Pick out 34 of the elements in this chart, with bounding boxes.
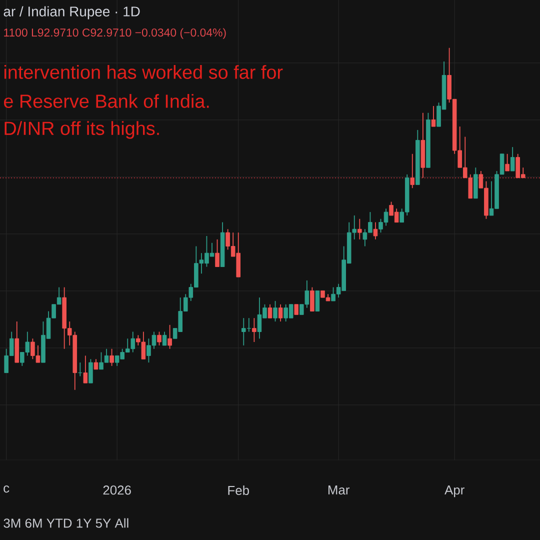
chart-subtitle: 1100 L92.9710 C92.9710 −0.0340 (−0.04%)	[4, 28, 226, 39]
candlestick	[268, 304, 272, 319]
annotation: e Reserve Bank of India.	[4, 94, 209, 108]
candlestick	[215, 238, 220, 268]
candlestick	[157, 331, 162, 346]
candlestick	[474, 167, 478, 199]
x-tick-label: 2026	[103, 486, 131, 495]
x-tick-label: c	[4, 486, 10, 493]
candlestick	[88, 358, 93, 384]
candlestick	[431, 106, 436, 127]
candlestick	[273, 300, 278, 322]
candlestick	[14, 321, 20, 363]
candlestick	[110, 348, 114, 366]
chart-title: ar / Indian Rupee · 1D	[4, 6, 140, 20]
candlestick	[373, 222, 378, 240]
candlestick	[510, 146, 515, 172]
candlestick	[162, 331, 167, 346]
text: 3M 6M YTD 1Y 5Y All	[4, 518, 128, 528]
candlestick	[310, 286, 314, 312]
x-tick-label: Apr	[444, 486, 464, 498]
candlestick	[294, 304, 299, 316]
candlestick	[315, 290, 320, 312]
candlestick	[278, 304, 283, 322]
annotation: D/INR off its highs.	[4, 121, 159, 139]
candlestick	[252, 318, 256, 342]
x-tick-label: Feb	[228, 486, 249, 496]
candlestick	[358, 218, 362, 240]
candlestick	[94, 358, 98, 370]
candlestick	[83, 355, 88, 384]
x-tick-label: Mar	[328, 486, 350, 495]
candlestick	[505, 153, 510, 172]
candlestick	[168, 324, 172, 350]
candlestick	[410, 153, 415, 189]
annotation: intervention has worked so far for	[4, 65, 283, 79]
